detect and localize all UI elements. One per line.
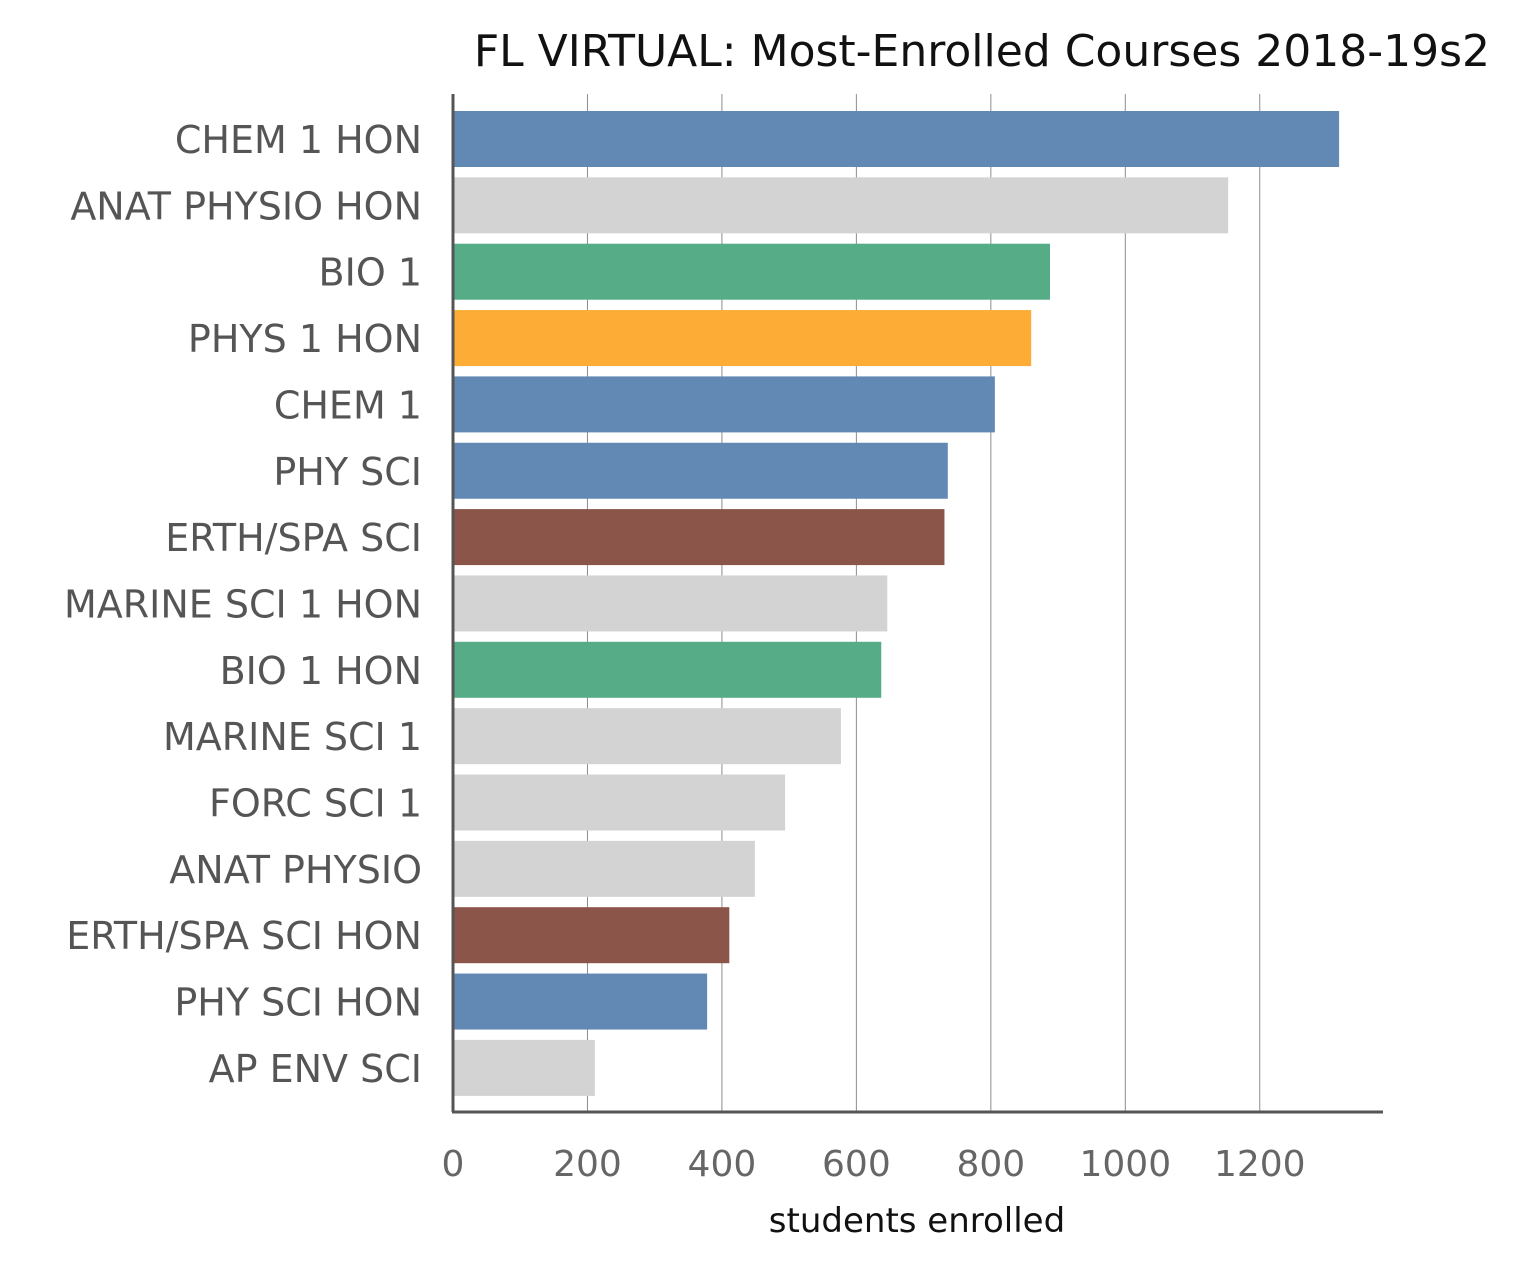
category-label: PHYS 1 HON (188, 317, 422, 361)
bar (453, 509, 945, 566)
bar (453, 1039, 595, 1096)
category-label: MARINE SCI 1 HON (64, 582, 422, 626)
category-label: BIO 1 (319, 251, 422, 295)
x-tick-label: 1200 (1214, 1144, 1306, 1185)
category-label: CHEM 1 HON (175, 118, 422, 162)
x-tick-labels: 0 200 400 600 800 1000 1200 (442, 1144, 1306, 1185)
x-tick-label: 600 (822, 1144, 891, 1185)
bar (453, 243, 1051, 300)
bar (453, 708, 841, 765)
category-label: ERTH/SPA SCI (165, 516, 422, 560)
bar (453, 111, 1340, 167)
x-tick-label: 800 (956, 1144, 1025, 1185)
bar (453, 575, 888, 632)
x-tick-label: 200 (553, 1144, 622, 1185)
bar (453, 310, 1032, 367)
bar (453, 840, 755, 897)
category-label: ANAT PHYSIO (169, 848, 422, 892)
bar (453, 973, 708, 1030)
x-tick-label: 400 (688, 1144, 757, 1185)
x-tick-label: 0 (442, 1144, 465, 1185)
x-tick-label: 1000 (1079, 1144, 1171, 1185)
category-label: ANAT PHYSIO HON (70, 184, 422, 228)
x-axis-title: students enrolled (769, 1201, 1065, 1241)
bars (453, 111, 1340, 1096)
category-label: CHEM 1 (274, 383, 422, 427)
category-label: BIO 1 HON (220, 649, 422, 693)
category-label: PHY SCI HON (174, 981, 422, 1025)
bar (453, 774, 786, 831)
category-label: ERTH/SPA SCI HON (66, 914, 422, 958)
category-label: AP ENV SCI (209, 1047, 422, 1091)
bar (453, 907, 730, 964)
bar (453, 177, 1229, 234)
category-labels: CHEM 1 HON ANAT PHYSIO HON BIO 1 PHYS 1 HON… (64, 118, 422, 1091)
bar (453, 641, 882, 698)
bar (453, 442, 948, 499)
bar (453, 376, 995, 433)
category-label: PHY SCI (273, 450, 422, 494)
chart-title: FL VIRTUAL: Most-Enrolled Courses 2018-1… (474, 26, 1490, 77)
category-label: FORC SCI 1 (209, 782, 422, 826)
category-label: MARINE SCI 1 (163, 715, 422, 759)
